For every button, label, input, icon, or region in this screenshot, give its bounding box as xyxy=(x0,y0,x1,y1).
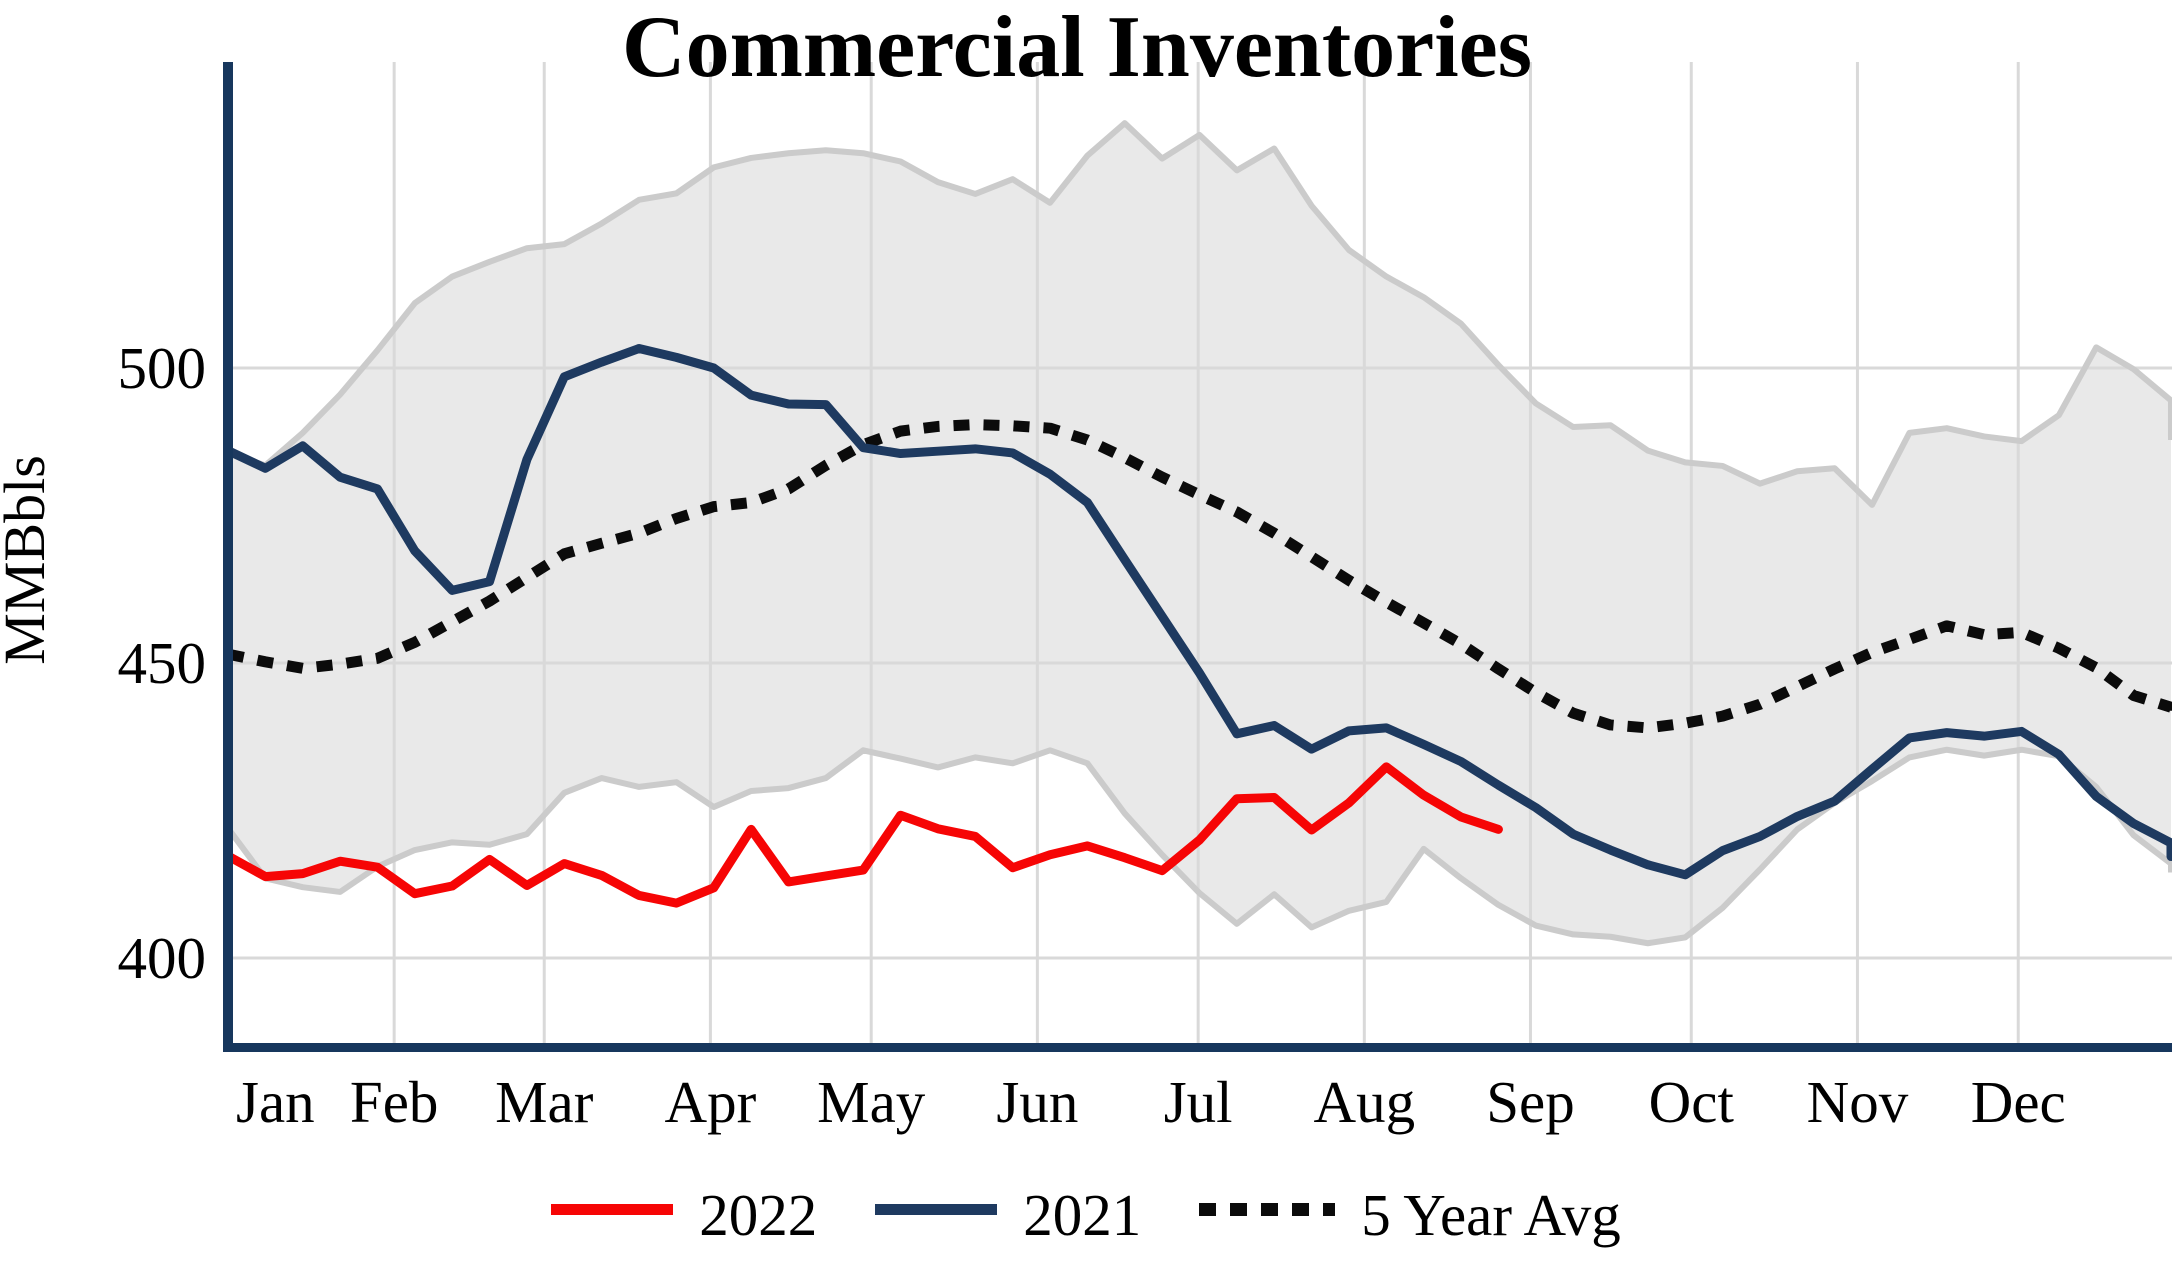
y-tick-label-450: 450 xyxy=(118,630,207,696)
five-year-range-band-edges xyxy=(228,120,2172,947)
x-tick-label-nov: Nov xyxy=(1807,1069,1909,1135)
legend-swatch-2022 xyxy=(551,1204,674,1215)
legend-item-2022: 2022 xyxy=(551,1180,817,1245)
series-lines xyxy=(228,344,2172,908)
y-tick-label-400: 400 xyxy=(118,925,207,991)
x-tick-label-mar: Mar xyxy=(495,1069,594,1135)
five-year-min-line xyxy=(228,746,2172,947)
legend-label-5yr-avg: 5 Year Avg xyxy=(1361,1182,1621,1248)
series-2021-line xyxy=(228,344,2172,880)
legend-item-2021: 2021 xyxy=(875,1180,1141,1245)
x-axis-labels: Jan Feb Mar Apr May Jun Jul Aug Sep Oct Nov Dec xyxy=(236,1069,2066,1135)
legend-label-2022: 2022 xyxy=(699,1182,818,1248)
x-tick-label-may: May xyxy=(817,1069,926,1135)
five-year-max-line xyxy=(228,120,2172,508)
legend-swatch-5yr-avg xyxy=(1199,1203,1336,1216)
chart-title: Commercial Inventories xyxy=(622,0,1532,96)
x-tick-label-aug: Aug xyxy=(1314,1069,1416,1135)
x-tick-label-apr: Apr xyxy=(665,1069,757,1135)
gridlines xyxy=(226,62,2172,1043)
x-tick-label-feb: Feb xyxy=(350,1069,439,1135)
x-tick-label-jul: Jul xyxy=(1164,1069,1233,1135)
x-tick-label-sep: Sep xyxy=(1486,1069,1575,1135)
legend: 2022 2021 5 Year Avg xyxy=(0,1180,2172,1245)
legend-item-5yr-avg: 5 Year Avg xyxy=(1199,1180,1621,1245)
y-axis-title: MMBbls xyxy=(0,455,57,665)
x-tick-label-jan: Jan xyxy=(236,1069,315,1135)
y-axis-line xyxy=(223,62,233,1052)
x-tick-label-dec: Dec xyxy=(1971,1069,2066,1135)
series-5-year-avg-line xyxy=(228,419,2172,734)
y-axis-labels: 400 450 500 xyxy=(118,335,207,991)
legend-label-2021: 2021 xyxy=(1023,1182,1142,1248)
x-axis-line xyxy=(223,1043,2172,1052)
legend-swatch-2021 xyxy=(875,1204,998,1215)
series-2022-line xyxy=(228,762,1503,908)
x-tick-label-jun: Jun xyxy=(996,1069,1078,1135)
axes xyxy=(223,62,2172,1052)
y-tick-label-500: 500 xyxy=(118,335,207,401)
x-tick-label-oct: Oct xyxy=(1649,1069,1735,1135)
